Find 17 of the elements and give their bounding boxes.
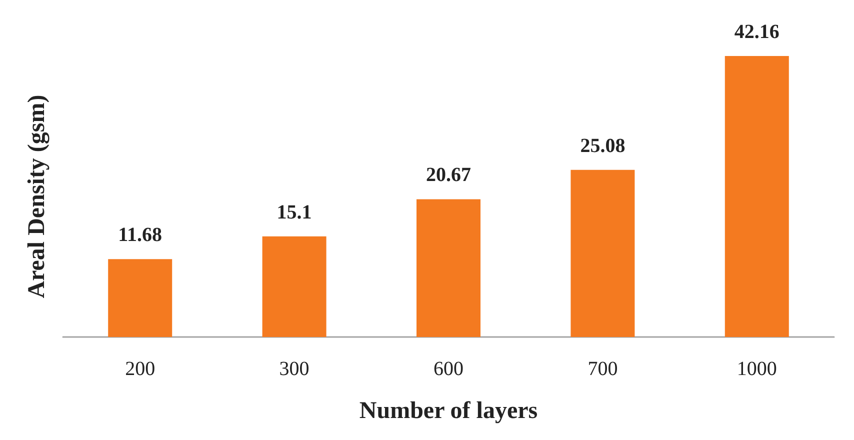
data-label: 20.67 (426, 164, 471, 186)
x-tick-label: 1000 (736, 358, 777, 380)
data-label: 42.16 (734, 21, 780, 43)
x-tick-label: 200 (125, 358, 156, 380)
data-label: 15.1 (276, 201, 312, 224)
bar (262, 236, 326, 337)
bar (416, 199, 480, 337)
x-tick-label: 700 (588, 358, 618, 380)
bar (108, 259, 172, 337)
y-axis-title: Areal Density (gsm) (24, 94, 50, 298)
bar (724, 56, 789, 337)
data-label: 25.08 (580, 134, 626, 157)
bar (570, 170, 635, 337)
x-tick-label: 300 (279, 358, 310, 380)
data-label: 11.68 (118, 224, 162, 246)
x-tick-label: 600 (434, 358, 464, 380)
x-axis-title: Number of layers (359, 398, 538, 424)
